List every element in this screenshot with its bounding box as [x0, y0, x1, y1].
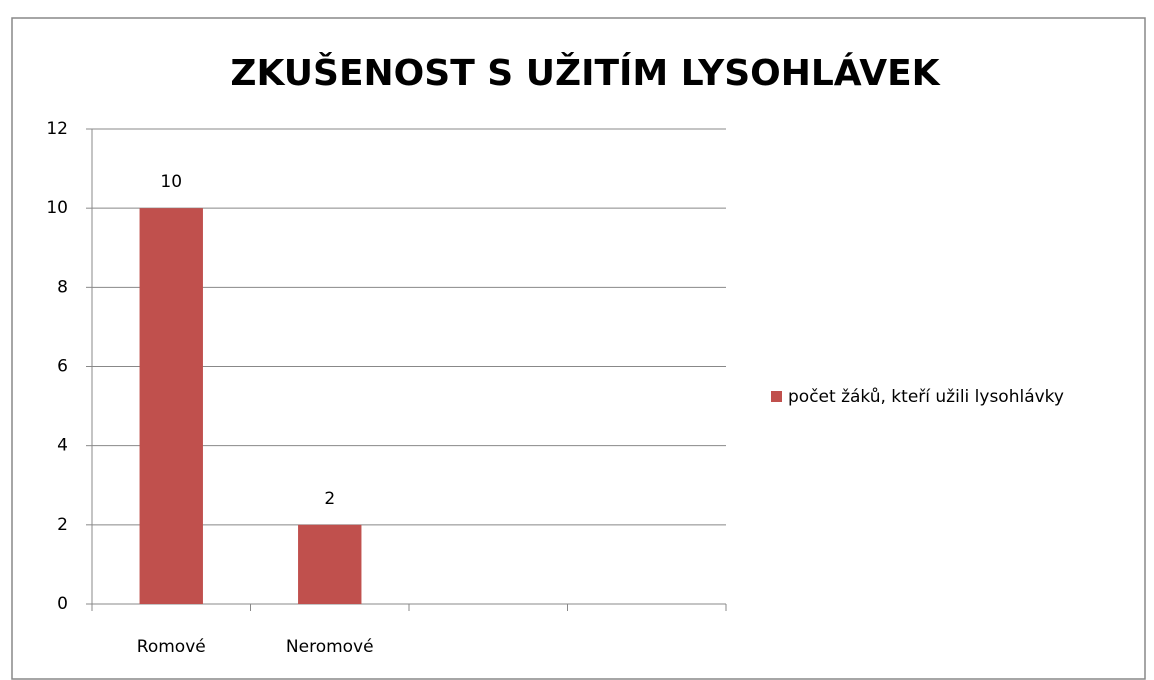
data-label: 2 [324, 489, 335, 509]
legend-label: počet žáků, kteří užili lysohlávky [788, 387, 1064, 407]
y-tick-label: 2 [57, 515, 68, 535]
x-tick-label: Romové [137, 637, 206, 657]
y-tick-label: 6 [57, 357, 68, 377]
y-tick-label: 0 [57, 594, 68, 614]
y-tick-label: 8 [57, 277, 68, 297]
y-tick-label: 12 [46, 119, 68, 139]
x-tick-label: Neromové [286, 637, 374, 657]
legend-swatch [771, 391, 782, 402]
bar [139, 208, 203, 604]
y-tick-label: 10 [46, 198, 68, 218]
data-label: 10 [160, 172, 182, 192]
bar [298, 524, 362, 604]
y-tick-label: 4 [57, 436, 68, 456]
chart-title: ZKUŠENOST S UŽITÍM LYSOHLÁVEK [230, 52, 940, 94]
